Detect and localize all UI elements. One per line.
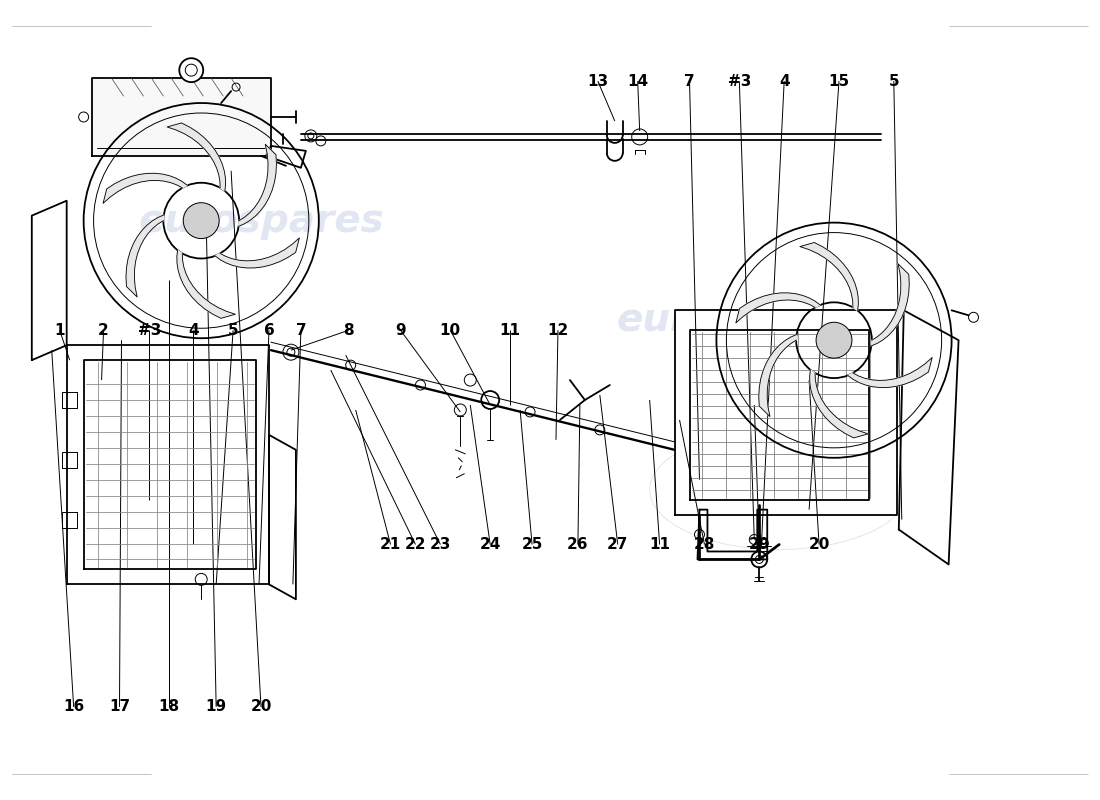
Polygon shape	[62, 392, 77, 408]
Polygon shape	[266, 146, 306, 168]
Text: 7: 7	[684, 74, 695, 89]
Polygon shape	[899, 310, 958, 565]
Text: 13: 13	[587, 74, 608, 89]
Text: 28: 28	[694, 537, 715, 552]
Text: 11: 11	[649, 537, 670, 552]
Text: 5: 5	[228, 322, 239, 338]
Text: 12: 12	[548, 322, 569, 338]
Polygon shape	[736, 293, 821, 323]
Text: 16: 16	[63, 699, 85, 714]
Polygon shape	[167, 123, 225, 191]
Polygon shape	[32, 201, 67, 360]
Circle shape	[816, 322, 851, 358]
Polygon shape	[848, 358, 932, 387]
Text: 17: 17	[109, 699, 130, 714]
Polygon shape	[239, 144, 276, 226]
Text: 23: 23	[430, 537, 451, 552]
Polygon shape	[690, 330, 869, 500]
Text: 11: 11	[499, 322, 520, 338]
Polygon shape	[67, 345, 270, 584]
Circle shape	[184, 202, 219, 238]
Polygon shape	[126, 215, 164, 297]
Polygon shape	[270, 435, 296, 599]
Text: 24: 24	[480, 537, 501, 552]
Polygon shape	[177, 250, 235, 318]
Text: 18: 18	[158, 699, 180, 714]
Polygon shape	[697, 510, 767, 559]
Text: 27: 27	[607, 537, 628, 552]
Polygon shape	[810, 370, 868, 438]
Text: 10: 10	[440, 322, 461, 338]
Text: #3: #3	[728, 74, 751, 89]
Text: eurospares: eurospares	[139, 202, 384, 240]
Text: 1: 1	[55, 322, 65, 338]
Text: 20: 20	[251, 699, 272, 714]
Text: 14: 14	[627, 74, 648, 89]
Polygon shape	[759, 334, 796, 417]
Polygon shape	[103, 174, 187, 203]
Text: 15: 15	[828, 74, 849, 89]
Polygon shape	[91, 78, 271, 156]
Text: 29: 29	[749, 537, 770, 552]
Text: 5: 5	[889, 74, 899, 89]
Polygon shape	[62, 512, 77, 527]
Text: 25: 25	[521, 537, 542, 552]
Polygon shape	[214, 238, 299, 268]
Polygon shape	[800, 242, 858, 310]
Text: 19: 19	[206, 699, 227, 714]
Text: 22: 22	[405, 537, 426, 552]
Text: 2: 2	[98, 322, 109, 338]
Text: 7: 7	[296, 322, 306, 338]
Text: 4: 4	[779, 74, 790, 89]
Circle shape	[179, 58, 204, 82]
Polygon shape	[674, 310, 896, 514]
Text: 21: 21	[379, 537, 401, 552]
Polygon shape	[84, 360, 256, 570]
Text: 26: 26	[568, 537, 588, 552]
Text: 4: 4	[188, 322, 199, 338]
Text: 8: 8	[343, 322, 354, 338]
Text: 9: 9	[395, 322, 406, 338]
Polygon shape	[62, 452, 77, 468]
Text: #3: #3	[138, 322, 161, 338]
Polygon shape	[871, 264, 910, 346]
Text: 20: 20	[808, 537, 829, 552]
Text: eurospares: eurospares	[616, 302, 862, 339]
Text: 6: 6	[264, 322, 274, 338]
